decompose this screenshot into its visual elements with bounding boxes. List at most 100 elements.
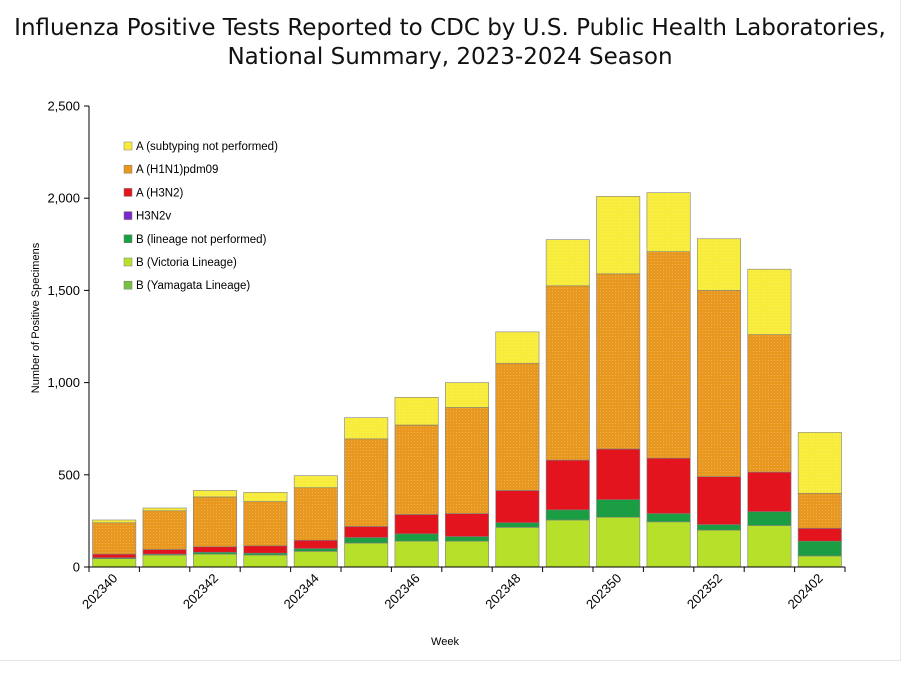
bar-segment (646, 192, 691, 252)
bar-segment (92, 522, 137, 555)
legend-swatch (123, 164, 133, 174)
bar-segment (293, 475, 338, 489)
bar-segment (797, 540, 842, 557)
bar-segment (596, 448, 641, 500)
legend-label: B (lineage not performed) (136, 234, 267, 246)
bar-segment (142, 549, 187, 555)
bar-segment (697, 529, 741, 568)
bar-segment (293, 548, 338, 552)
bar-segment (445, 540, 489, 568)
bar-segment (697, 238, 741, 291)
chart-frame (0, 0, 901, 661)
chart-title-line-2: National Summary, 2023-2024 Season (227, 44, 673, 70)
x-tick-label: 202342 (180, 571, 221, 612)
bar-segment (243, 501, 288, 547)
bar-segment (545, 519, 590, 568)
y-tick-label: 1,500 (47, 283, 80, 298)
bar-segment (243, 554, 288, 568)
bar-segment (92, 519, 137, 524)
bar-segment (697, 290, 741, 477)
y-tick-label: 0 (73, 560, 80, 575)
bar-segment (344, 526, 389, 538)
x-tick-label: 202352 (684, 571, 725, 612)
bar-segment (193, 546, 237, 553)
bar-segment (747, 471, 792, 512)
bar-segment (797, 492, 842, 529)
legend-swatch (123, 234, 133, 244)
y-tick-label: 2,000 (47, 191, 80, 206)
x-tick-label: 202340 (79, 571, 120, 612)
legend-label: H3N2v (136, 211, 171, 223)
bar-segment (445, 382, 489, 408)
legend-label: B (Yamagata Lineage) (136, 280, 250, 292)
chart-plot: 0 500 1,000 1,500 2,000 2,500 202340 202342 2023… (30, 99, 846, 648)
bar-segment (142, 507, 187, 512)
bar-segment (495, 490, 540, 524)
y-tick-label: 2,500 (47, 99, 80, 114)
bar-segment (445, 536, 489, 542)
bar-segment (344, 438, 389, 527)
y-axis-title: Number of Positive Specimens (30, 242, 42, 393)
bar-segment (243, 492, 288, 502)
bar-segment (394, 397, 439, 426)
legend-swatch (123, 188, 133, 197)
legend-swatch (123, 211, 133, 220)
bar-segment (697, 476, 741, 525)
bar-segment (293, 551, 338, 568)
legend-label: A (H3N2) (136, 187, 183, 199)
x-tick-label: 202350 (583, 571, 624, 612)
legend-label: A (H1N1)pdm09 (136, 164, 218, 176)
x-axis-title: Week (431, 636, 459, 648)
bar-segment (243, 545, 288, 554)
bar-segment (142, 554, 187, 568)
bar-segment (646, 521, 691, 568)
bar-segment (545, 509, 590, 521)
bar-segment (344, 417, 389, 440)
y-tick-label: 500 (58, 467, 80, 482)
bar-segment (596, 499, 641, 518)
x-tick-label: 202344 (281, 571, 322, 612)
bar-segment (293, 539, 338, 549)
bar-segment (293, 487, 338, 541)
bar-segment (142, 510, 187, 550)
bar-segment (344, 537, 389, 544)
y-tick-label: 1,000 (47, 375, 80, 390)
legend-swatch (123, 141, 133, 151)
x-tick-label: 202402 (785, 571, 826, 612)
chart-title: Influenza Positive Tests Reported to CDC… (0, 14, 900, 72)
x-tick-label: 202346 (381, 571, 422, 612)
bar-segment (92, 558, 137, 568)
bar-segment (344, 542, 389, 568)
bar-segment (646, 513, 691, 523)
bar-segment (193, 490, 237, 498)
bar-segment (545, 459, 590, 511)
bar-segment (394, 514, 439, 535)
bar-segment (747, 511, 792, 526)
bar-segment (545, 285, 590, 461)
bar-segment (747, 525, 792, 568)
x-tick-label: 202348 (482, 571, 523, 612)
bar-segment (495, 362, 540, 491)
bar-segment (394, 424, 439, 515)
bar-segment (495, 522, 540, 528)
bar-segment (697, 524, 741, 531)
bar-segment (747, 334, 792, 473)
bar-segment (92, 553, 137, 559)
bar-segment (495, 331, 540, 364)
bar-segment (646, 457, 691, 514)
bar-segment (545, 239, 590, 287)
legend-label: B (Victoria Lineage) (136, 257, 237, 269)
bar-segment (193, 496, 237, 548)
bar-segment (394, 533, 439, 542)
bar-segment (797, 555, 842, 568)
bar-segment (797, 432, 842, 494)
bar-segment (596, 516, 641, 568)
legend-swatch (123, 280, 133, 290)
bar-segment (596, 273, 641, 450)
bar-segment (193, 553, 237, 568)
bar-segment (495, 527, 540, 568)
bar-segment (646, 251, 691, 459)
bar-segment (596, 196, 641, 275)
bar-segment (445, 407, 489, 514)
chart-title-line-1: Influenza Positive Tests Reported to CDC… (14, 15, 886, 41)
